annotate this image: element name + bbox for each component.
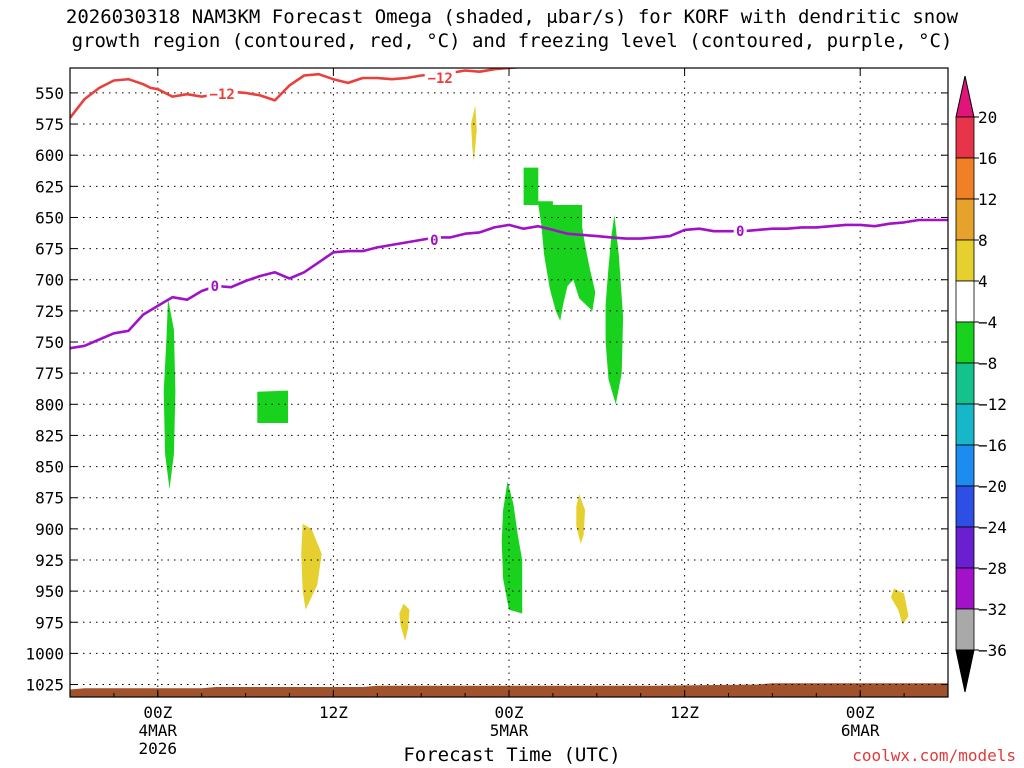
colorbar-bottom-arrow bbox=[955, 649, 975, 693]
y-tick-label: 925 bbox=[35, 551, 64, 570]
x-tick-label: 00Z bbox=[846, 703, 875, 722]
omega-shaded-region-4 bbox=[605, 215, 624, 405]
y-tick-label: 950 bbox=[35, 582, 64, 601]
omega-shaded-region-10 bbox=[890, 588, 909, 625]
x-tick-label: 4MAR bbox=[139, 721, 178, 740]
contour-label-bg bbox=[208, 278, 222, 293]
x-tick-label: 5MAR bbox=[490, 721, 529, 740]
y-tick-label: 625 bbox=[35, 177, 64, 196]
x-axis-label: Forecast Time (UTC) bbox=[403, 744, 621, 766]
x-tick-label: 00Z bbox=[143, 703, 172, 722]
chart-title-line-2: growth region (contoured, red, °C) and f… bbox=[71, 30, 953, 52]
contour-label: 0 bbox=[736, 224, 744, 240]
y-tick-label: 600 bbox=[35, 146, 64, 165]
y-tick-label: 900 bbox=[35, 520, 64, 539]
y-tick-label: 750 bbox=[35, 333, 64, 352]
grid-lines bbox=[70, 68, 948, 697]
x-tick-label: 12Z bbox=[319, 703, 348, 722]
chart-title-line-1: 2026030318 NAM3KM Forecast Omega (shaded… bbox=[65, 6, 959, 28]
omega-shaded-region-9 bbox=[576, 494, 586, 544]
y-tick-label: 1025 bbox=[25, 676, 64, 695]
colorbar-swatch bbox=[955, 526, 975, 569]
y-tick-label: 850 bbox=[35, 458, 64, 477]
colorbar-label: −12 bbox=[978, 395, 1007, 414]
x-tick-label: 12Z bbox=[670, 703, 699, 722]
y-tick-label: 725 bbox=[35, 302, 64, 321]
y-tick-label: 650 bbox=[35, 208, 64, 227]
y-tick-label: 800 bbox=[35, 395, 64, 414]
y-tick-label: 700 bbox=[35, 271, 64, 290]
x-tick-label: 6MAR bbox=[841, 721, 880, 740]
colorbar-swatch bbox=[955, 608, 975, 651]
contour-label-bg bbox=[424, 70, 456, 85]
y-tick-label: 575 bbox=[35, 115, 64, 134]
contour-label-bg bbox=[427, 232, 441, 247]
colorbar-swatch bbox=[955, 239, 975, 282]
contour-label-bg bbox=[206, 87, 238, 102]
contour-label: −12 bbox=[428, 71, 453, 87]
colorbar-label: 4 bbox=[978, 272, 988, 291]
omega-shaded-region-7 bbox=[301, 523, 322, 610]
colorbar-swatch bbox=[955, 485, 975, 528]
contour-label: 0 bbox=[211, 279, 219, 295]
colorbar-swatch bbox=[955, 280, 975, 323]
colorbar-label: 8 bbox=[978, 231, 988, 250]
omega-shaded-region-6 bbox=[471, 105, 477, 162]
colorbar-label: −20 bbox=[978, 477, 1007, 496]
y-tick-label: 550 bbox=[35, 84, 64, 103]
colorbar-swatch bbox=[955, 198, 975, 241]
colorbar: 20 16 12 8 4 −4 −8 −12 −16 −20 −24 −28 −32 −36 bbox=[955, 75, 1007, 693]
contour-label: −12 bbox=[210, 87, 235, 103]
colorbar-top-arrow bbox=[955, 75, 975, 118]
y-tick-label: 975 bbox=[35, 613, 64, 632]
y-tick-label: 875 bbox=[35, 489, 64, 508]
colorbar-label: −32 bbox=[978, 600, 1007, 619]
colorbar-swatch bbox=[955, 157, 975, 200]
y-tick-label: 675 bbox=[35, 240, 64, 259]
colorbar-label: −28 bbox=[978, 559, 1007, 578]
y-axis: 550 575 600 625 650 675 700 725 750 775 800 825 850 8… bbox=[25, 84, 948, 695]
colorbar-label: 12 bbox=[978, 190, 997, 209]
colorbar-label: −4 bbox=[978, 313, 997, 332]
colorbar-swatch bbox=[955, 321, 975, 364]
colorbar-label: 20 bbox=[978, 108, 997, 127]
colorbar-swatch bbox=[955, 444, 975, 487]
colorbar-label: 16 bbox=[978, 149, 997, 168]
x-tick-label: 2026 bbox=[139, 739, 178, 758]
omega-shaded-region-8 bbox=[399, 603, 410, 641]
colorbar-label: −8 bbox=[978, 354, 997, 373]
colorbar-swatch bbox=[955, 567, 975, 610]
colorbar-label: −24 bbox=[978, 518, 1007, 537]
omega-shading-layer bbox=[163, 105, 909, 641]
x-tick-label: 00Z bbox=[495, 703, 524, 722]
colorbar-swatch bbox=[955, 403, 975, 446]
colorbar-swatch bbox=[955, 116, 975, 159]
omega-shaded-region-1 bbox=[163, 298, 176, 489]
colorbar-label: −36 bbox=[978, 641, 1007, 660]
y-tick-label: 775 bbox=[35, 364, 64, 383]
omega-shaded-region-5 bbox=[501, 481, 523, 614]
colorbar-swatch bbox=[955, 362, 975, 405]
contour-label-bg bbox=[733, 224, 747, 239]
colorbar-label: −16 bbox=[978, 436, 1007, 455]
y-tick-label: 1000 bbox=[25, 644, 64, 663]
y-tick-label: 825 bbox=[35, 426, 64, 445]
contour-label: 0 bbox=[430, 233, 438, 249]
source-credit: coolwx.com/models bbox=[852, 746, 1016, 765]
omega-shaded-region-2 bbox=[257, 390, 288, 423]
omega-shaded-region-3 bbox=[523, 167, 596, 321]
